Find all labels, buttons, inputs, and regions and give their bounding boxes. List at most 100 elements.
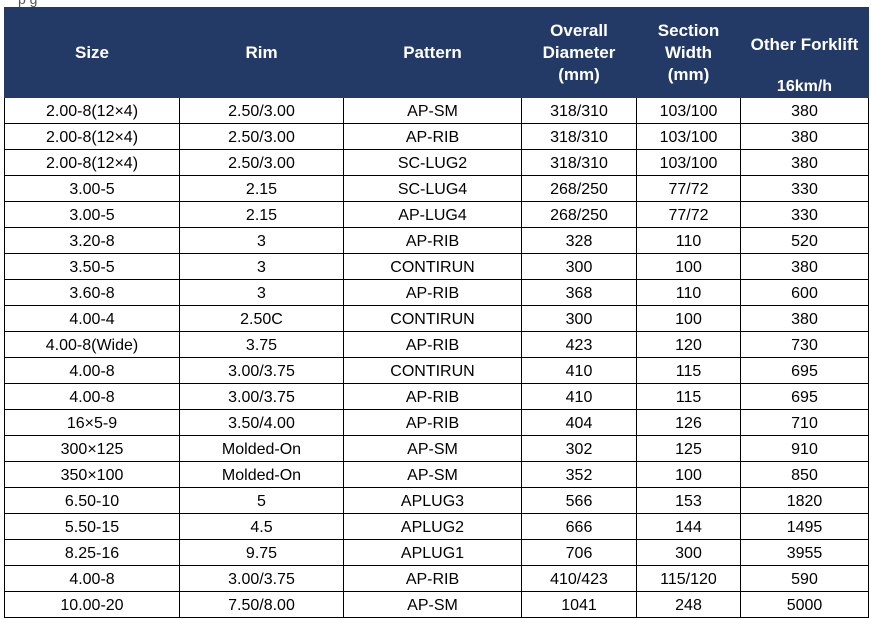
cell-load-capacity: 380 [740,149,869,176]
table-row: 3.20-8 3 AP-RIB 328 110 520 [4,227,869,254]
table-row: 2.00-8(12×4) 2.50/3.00 AP-SM 318/310 103/100… [4,97,869,124]
cell-rim: 3.00/3.75 [179,565,344,592]
header-speed-label: 16km/h [776,78,833,95]
cell-pattern: CONTIRUN [343,357,522,384]
cell-overall-diameter: 300 [521,253,637,280]
cell-rim: 4.5 [179,513,344,540]
table-row: 350×100 Molded-On AP-SM 352 100 850 [4,461,869,488]
header-section-width-line1: Section [657,20,720,40]
cell-load-capacity: 380 [740,97,869,124]
cell-section-width: 77/72 [636,175,741,202]
table-header-row: Size Rim Pattern Overall Diameter (mm) S… [4,7,869,98]
header-pattern: Pattern [343,7,522,98]
cell-section-width: 120 [636,331,741,358]
header-size: Size [4,7,180,98]
cell-pattern: AP-RIB [343,227,522,254]
cell-overall-diameter: 1041 [521,591,637,618]
table-row: 5.50-15 4.5 APLUG2 666 144 1495 [4,513,869,540]
cell-size: 3.50-5 [4,253,180,280]
header-overall-diameter-line3: (mm) [558,64,600,84]
header-other-forklift-label: Other Forklift [750,35,859,54]
cell-pattern: AP-SM [343,461,522,488]
cell-section-width: 110 [636,279,741,306]
cell-overall-diameter: 302 [521,435,637,462]
cell-overall-diameter: 666 [521,513,637,540]
cell-pattern: APLUG1 [343,539,522,566]
cell-section-width: 77/72 [636,201,741,228]
cell-overall-diameter: 566 [521,487,637,514]
cell-load-capacity: 730 [740,331,869,358]
cell-section-width: 126 [636,409,741,436]
cell-size: 350×100 [4,461,180,488]
cell-size: 3.00-5 [4,175,180,202]
cell-rim: 3.75 [179,331,344,358]
cell-pattern: AP-RIB [343,123,522,150]
cell-pattern: AP-LUG4 [343,201,522,228]
header-section-width-line2: Width [664,42,713,62]
cell-pattern: AP-RIB [343,565,522,592]
cell-section-width: 300 [636,539,741,566]
header-section-width: Section Width (mm) [636,7,741,98]
cell-rim: 2.15 [179,201,344,228]
cell-section-width: 100 [636,253,741,280]
table-row: 3.60-8 3 AP-RIB 368 110 600 [4,279,869,306]
cell-rim: 3 [179,253,344,280]
cell-size: 6.50-10 [4,487,180,514]
cell-load-capacity: 3955 [740,539,869,566]
cell-load-capacity: 330 [740,175,869,202]
cell-rim: 3.00/3.75 [179,357,344,384]
table-row: 4.00-8 3.00/3.75 AP-RIB 410/423 115/120 590 [4,565,869,592]
cell-size: 4.00-8(Wide) [4,331,180,358]
table-row: 4.00-4 2.50C CONTIRUN 300 100 380 [4,305,869,332]
cell-section-width: 103/100 [636,123,741,150]
cell-overall-diameter: 410 [521,383,637,410]
header-overall-diameter-line1: Overall [550,20,608,40]
cell-load-capacity: 380 [740,305,869,332]
cell-load-capacity: 1495 [740,513,869,540]
cell-size: 2.00-8(12×4) [4,149,180,176]
cell-overall-diameter: 410/423 [521,565,637,592]
cell-size: 5.50-15 [4,513,180,540]
cell-load-capacity: 380 [740,123,869,150]
cell-overall-diameter: 318/310 [521,97,637,124]
cell-pattern: AP-RIB [343,383,522,410]
cell-pattern: AP-RIB [343,409,522,436]
cell-pattern: AP-RIB [343,279,522,306]
cell-load-capacity: 695 [740,383,869,410]
cell-rim: Molded-On [179,435,344,462]
cell-rim: 9.75 [179,539,344,566]
cell-rim: 7.50/8.00 [179,591,344,618]
cell-overall-diameter: 268/250 [521,201,637,228]
cell-rim: 2.50/3.00 [179,123,344,150]
cell-size: 2.00-8(12×4) [4,123,180,150]
cell-size: 3.20-8 [4,227,180,254]
cell-pattern: AP-SM [343,97,522,124]
table-row: 10.00-20 7.50/8.00 AP-SM 1041 248 5000 [4,591,869,618]
cell-load-capacity: 380 [740,253,869,280]
table-row: 2.00-8(12×4) 2.50/3.00 AP-RIB 318/310 103/10… [4,123,869,150]
cell-pattern: AP-SM [343,435,522,462]
cell-size: 3.60-8 [4,279,180,306]
cell-load-capacity: 600 [740,279,869,306]
table-row: 4.00-8 3.00/3.75 CONTIRUN 410 115 695 [4,357,869,384]
cell-rim: 2.50/3.00 [179,149,344,176]
cell-size: 4.00-8 [4,565,180,592]
cell-rim: 3.00/3.75 [179,383,344,410]
cell-load-capacity: 710 [740,409,869,436]
cell-load-capacity: 330 [740,201,869,228]
table-row: 16×5-9 3.50/4.00 AP-RIB 404 126 710 [4,409,869,436]
table-row: 4.00-8 3.00/3.75 AP-RIB 410 115 695 [4,383,869,410]
header-other-forklift: Other Forklift 16km/h [740,7,869,98]
cell-load-capacity: 1820 [740,487,869,514]
cell-overall-diameter: 328 [521,227,637,254]
cell-size: 4.00-8 [4,357,180,384]
cell-pattern: SC-LUG4 [343,175,522,202]
cell-size: 2.00-8(12×4) [4,97,180,124]
header-overall-diameter-line2: Diameter [542,42,616,62]
cell-size: 3.00-5 [4,201,180,228]
cell-overall-diameter: 318/310 [521,123,637,150]
cell-overall-diameter: 352 [521,461,637,488]
cell-section-width: 100 [636,305,741,332]
table-body: 2.00-8(12×4) 2.50/3.00 AP-SM 318/310 103/100… [4,97,869,618]
cell-section-width: 103/100 [636,149,741,176]
